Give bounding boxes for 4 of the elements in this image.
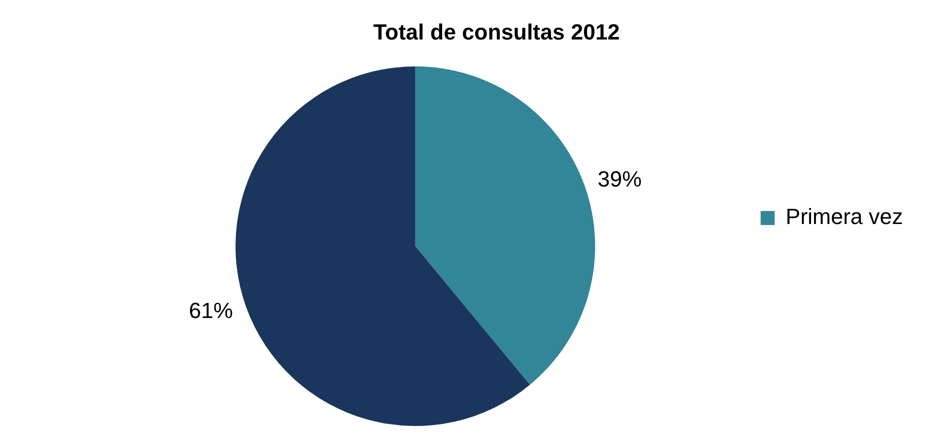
legend-label: Primera vez: [786, 204, 903, 230]
chart-title: Total de consultas 2012: [373, 19, 620, 44]
data-label: 39%: [598, 166, 642, 192]
data-label: 61%: [188, 298, 233, 323]
